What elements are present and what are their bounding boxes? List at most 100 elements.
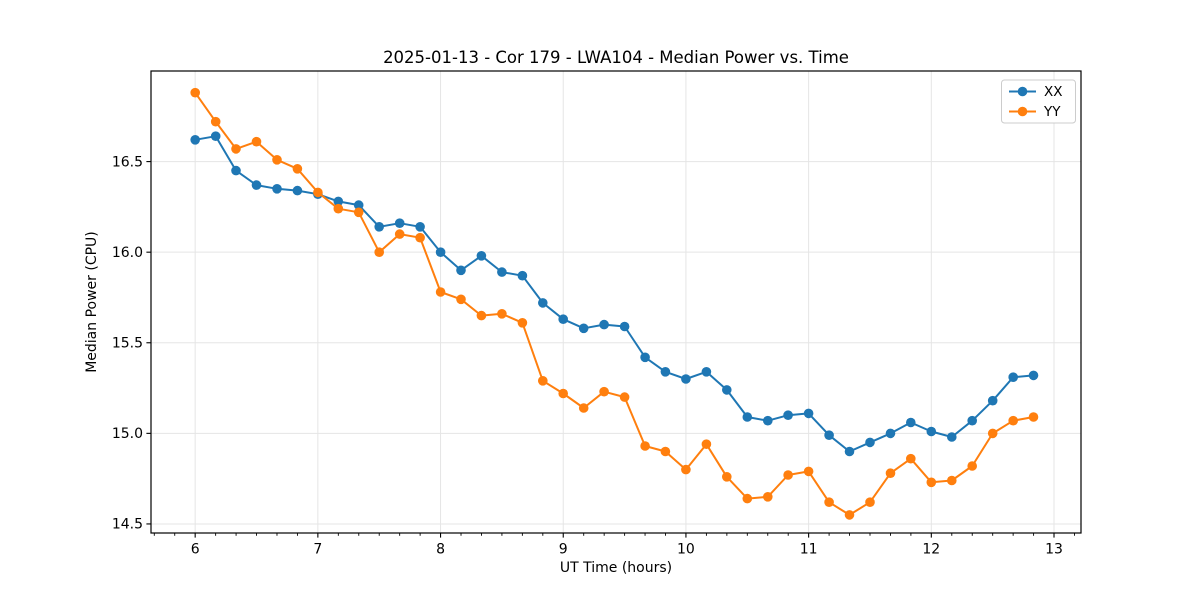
- data-point-yy: [497, 309, 507, 319]
- data-point-yy: [272, 155, 282, 165]
- data-point-xx: [435, 247, 446, 257]
- data-point-yy: [190, 87, 200, 98]
- axes: 6 7 8 9 10 11 12 13 14.5 15.0 15.5 16.0 16.5: [112, 70, 1082, 558]
- data-point-xx: [763, 415, 773, 426]
- data-point-xx: [1008, 372, 1018, 383]
- data-point-xx: [865, 437, 875, 448]
- series-xx: [190, 131, 1039, 457]
- data-point-yy: [1028, 412, 1039, 422]
- data-point-yy: [231, 144, 241, 154]
- data-point-yy: [660, 446, 671, 457]
- data-point-xx: [926, 426, 937, 437]
- chart-title: 2025-01-13 - Cor 179 - LWA104 - Median P…: [383, 48, 849, 67]
- data-point-xx: [272, 184, 282, 194]
- data-point-yy: [722, 472, 732, 482]
- data-point-yy: [251, 136, 262, 147]
- data-point-xx: [640, 352, 650, 363]
- data-point-yy: [619, 392, 630, 402]
- data-point-xx: [538, 298, 548, 308]
- legend-marker-yy: [1017, 106, 1028, 117]
- x-tick-label: 6: [191, 542, 200, 558]
- data-point-yy: [578, 403, 589, 413]
- gridlines: [151, 71, 1081, 533]
- x-tick-label: 10: [677, 542, 695, 558]
- x-tick-label: 9: [559, 542, 568, 558]
- data-point-yy: [967, 461, 977, 471]
- data-point-yy: [313, 187, 323, 198]
- data-point-yy: [1008, 415, 1018, 426]
- y-tick-label: 16.0: [112, 245, 143, 261]
- data-point-yy: [701, 439, 712, 450]
- data-point-xx: [783, 410, 793, 421]
- legend: XX YY: [1001, 79, 1076, 124]
- data-point-xx: [844, 446, 855, 457]
- data-point-yy: [926, 477, 937, 488]
- data-point-yy: [865, 497, 875, 508]
- data-point-yy: [763, 492, 773, 502]
- legend-box: [1001, 79, 1076, 124]
- data-point-yy: [353, 207, 364, 218]
- data-point-yy: [599, 386, 609, 397]
- data-point-xx: [885, 428, 896, 439]
- data-point-yy: [783, 470, 793, 480]
- x-tick-label: 11: [800, 542, 818, 558]
- data-point-yy: [394, 229, 405, 239]
- data-point-xx: [558, 314, 568, 325]
- data-point-xx: [742, 412, 753, 422]
- data-point-xx: [517, 270, 528, 281]
- data-point-xx: [681, 374, 691, 384]
- data-point-yy: [987, 428, 998, 439]
- data-point-xx: [599, 319, 609, 330]
- data-point-yy: [538, 376, 548, 386]
- data-point-xx: [1028, 370, 1039, 381]
- data-point-xx: [987, 395, 998, 406]
- data-point-xx: [701, 367, 712, 377]
- data-point-xx: [906, 417, 916, 428]
- data-point-xx: [660, 367, 671, 377]
- data-point-xx: [578, 323, 589, 334]
- data-series: [190, 87, 1039, 520]
- data-point-xx: [947, 432, 957, 442]
- data-point-xx: [967, 415, 977, 426]
- data-point-xx: [394, 218, 405, 228]
- legend-marker-xx: [1017, 86, 1028, 97]
- y-tick-label: 15.0: [112, 426, 143, 442]
- data-point-yy: [803, 466, 814, 477]
- data-point-xx: [619, 321, 630, 332]
- data-point-yy: [415, 232, 425, 243]
- data-point-xx: [210, 131, 221, 141]
- y-tick-label: 16.5: [112, 154, 143, 170]
- data-point-yy: [210, 116, 221, 127]
- series-line-yy: [194, 92, 1034, 516]
- data-point-yy: [292, 164, 303, 174]
- data-point-yy: [558, 388, 568, 399]
- data-point-xx: [722, 385, 732, 395]
- data-point-xx: [292, 185, 303, 196]
- data-point-yy: [435, 287, 446, 297]
- legend-label-xx: XX: [1044, 84, 1063, 100]
- data-point-yy: [333, 203, 344, 214]
- data-point-xx: [353, 200, 364, 210]
- data-point-yy: [885, 468, 896, 479]
- legend-label-yy: YY: [1043, 104, 1061, 120]
- data-point-xx: [251, 180, 262, 190]
- x-tick-label: 8: [436, 542, 445, 558]
- y-tick-label: 15.5: [112, 336, 143, 352]
- data-point-xx: [824, 430, 834, 441]
- data-point-xx: [333, 196, 344, 207]
- data-point-yy: [906, 453, 916, 464]
- data-point-yy: [517, 318, 528, 328]
- data-point-yy: [824, 497, 834, 508]
- data-point-xx: [803, 408, 814, 419]
- series-yy: [190, 87, 1039, 520]
- data-point-yy: [374, 247, 385, 257]
- data-point-xx: [231, 165, 241, 176]
- data-point-xx: [415, 222, 425, 232]
- x-tick-label: 12: [922, 542, 940, 558]
- data-point-yy: [476, 310, 487, 321]
- x-tick-label: 13: [1045, 542, 1063, 558]
- data-point-xx: [190, 135, 200, 145]
- data-point-yy: [844, 510, 855, 520]
